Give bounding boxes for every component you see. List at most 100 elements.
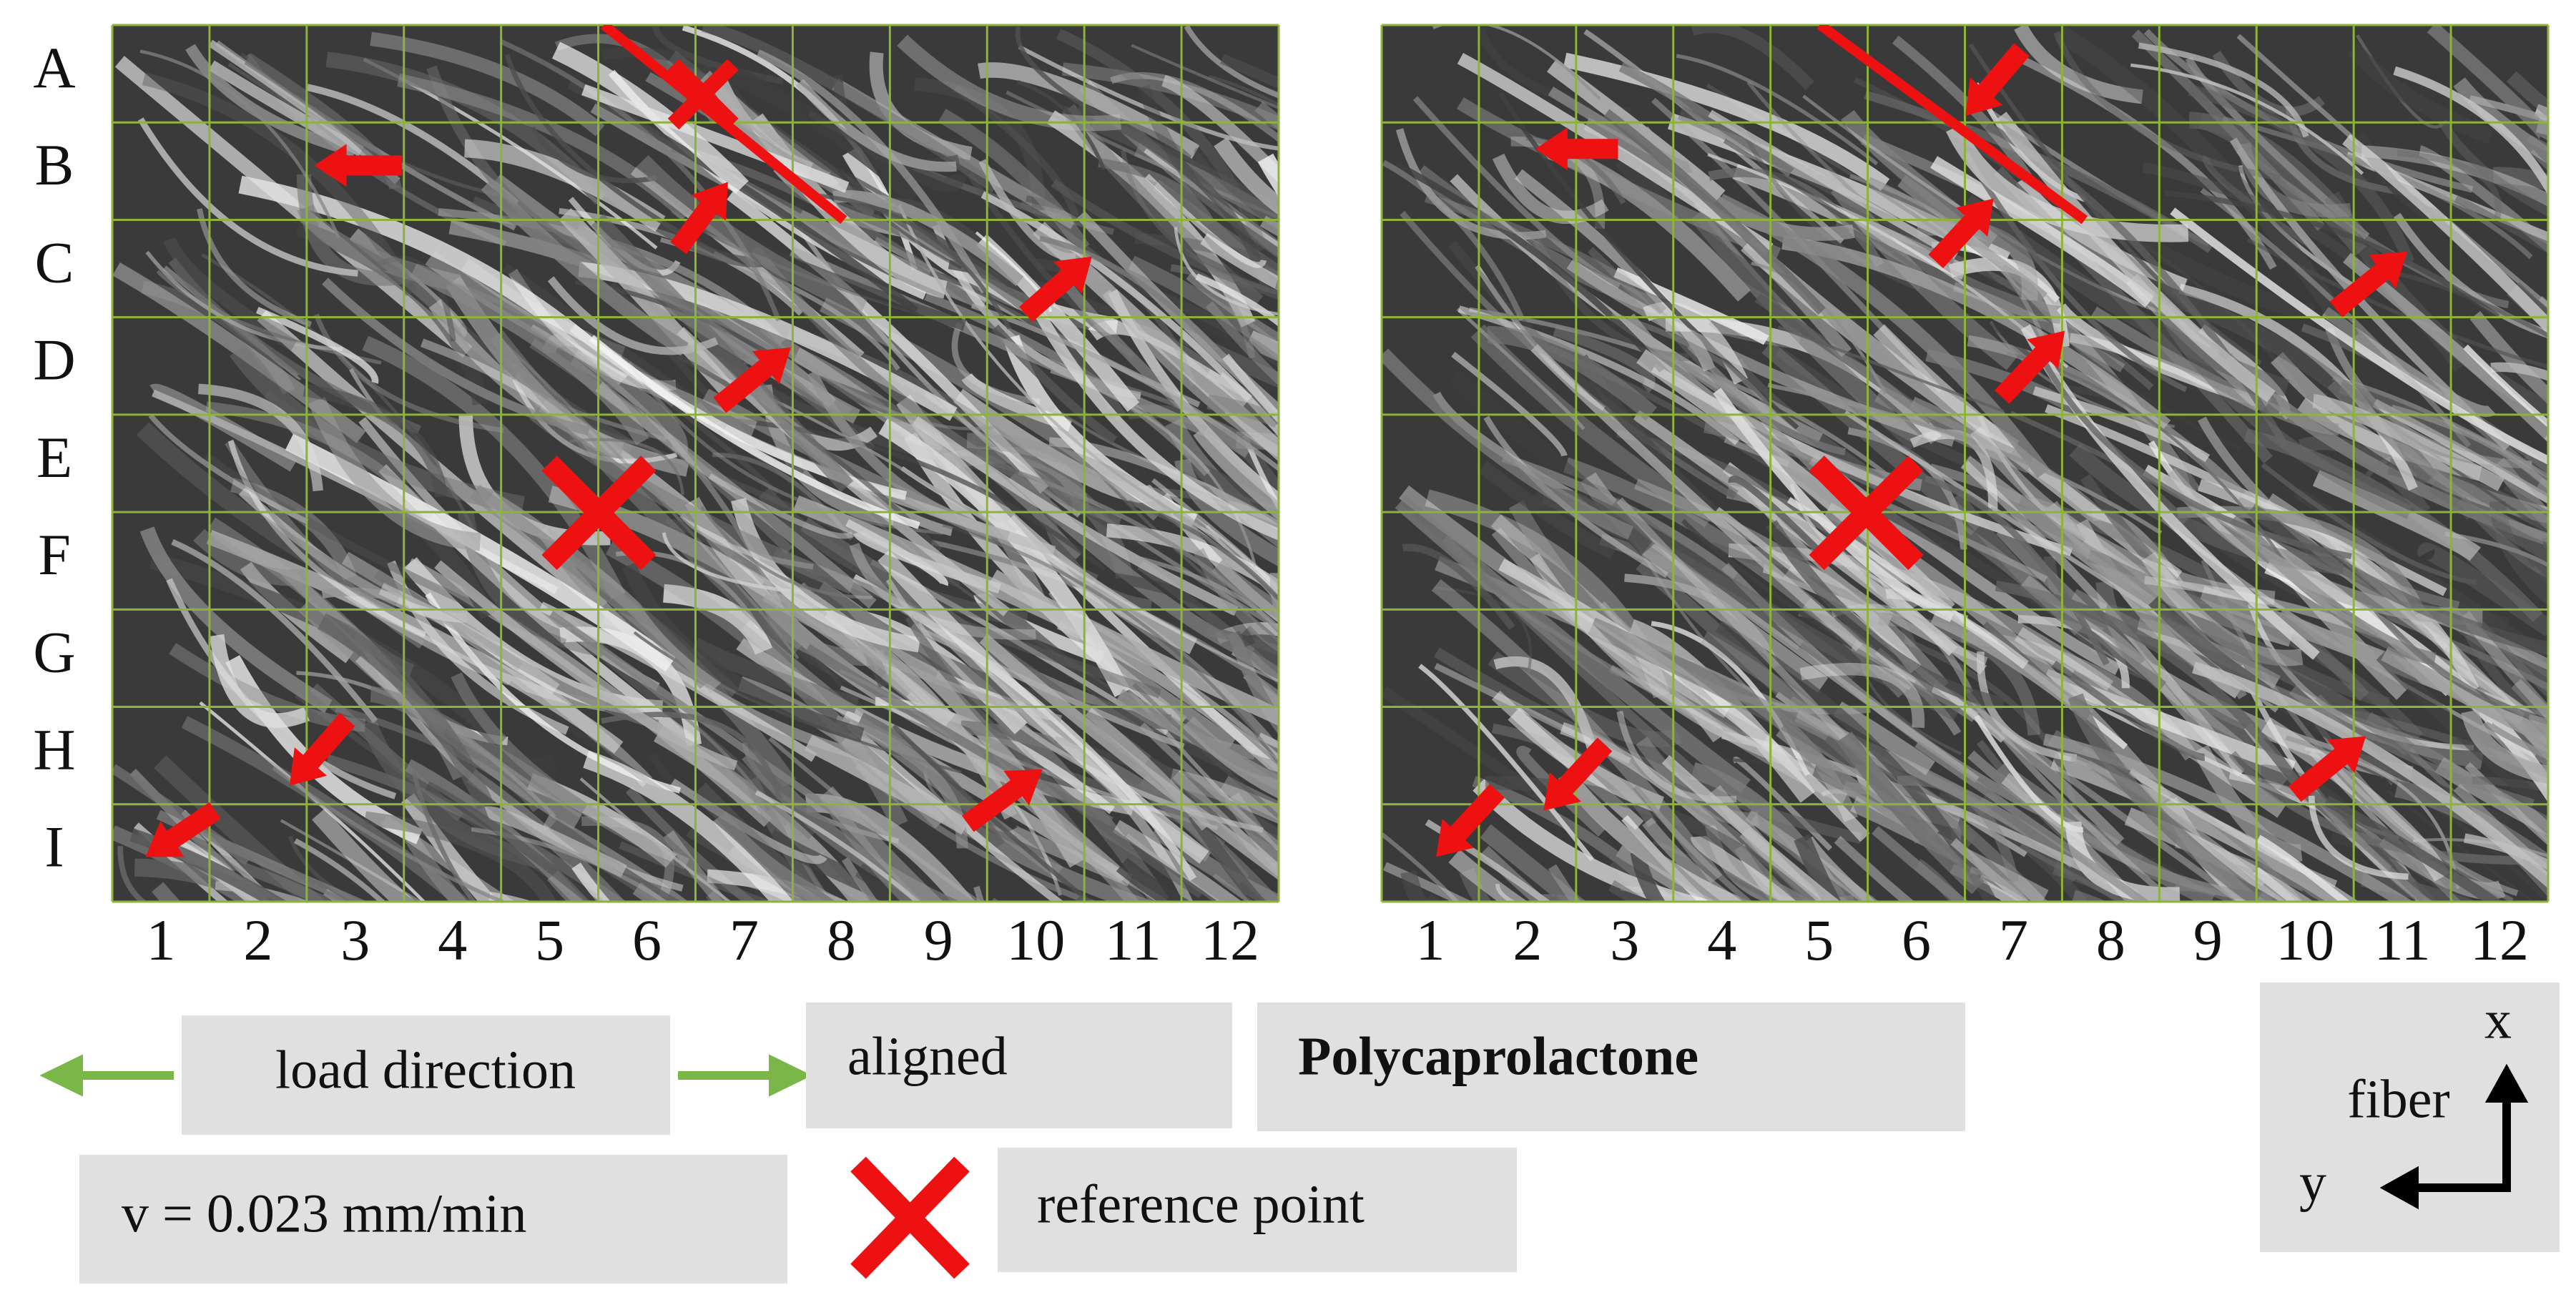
- fiber: [1603, 109, 1826, 315]
- fiber: [139, 49, 340, 239]
- fiber: [2000, 727, 2247, 902]
- fiber: [1231, 643, 1279, 683]
- fiber: [1382, 348, 1634, 540]
- fiber: [1053, 408, 1279, 511]
- fiber: [539, 601, 817, 762]
- fiber: [2321, 307, 2496, 418]
- fiber: [1382, 159, 1525, 322]
- fiber: [1621, 814, 1709, 902]
- fiber: [529, 407, 855, 594]
- fiber: [1488, 651, 1682, 748]
- fiber: [1485, 776, 1817, 902]
- fiber: [1205, 301, 1279, 386]
- fiber: [2381, 646, 2548, 748]
- fiber: [2312, 470, 2481, 561]
- fiber: [308, 396, 481, 551]
- fiber: [2463, 344, 2548, 428]
- fiber: [2530, 149, 2548, 172]
- fiber: [149, 383, 298, 472]
- fiber: [1974, 714, 2084, 833]
- fiber: [591, 213, 854, 493]
- fiber: [1174, 227, 1279, 316]
- fiber: [227, 440, 427, 638]
- fiber: [481, 179, 689, 356]
- axis-x-label: x: [2484, 990, 2512, 1050]
- fiber: [2052, 660, 2206, 761]
- fiber: [1642, 817, 1744, 902]
- row-label: E: [36, 425, 72, 490]
- fiber: [1161, 74, 1279, 184]
- column-label: 2: [1513, 907, 1542, 972]
- fiber: [692, 782, 835, 902]
- fiber: [1924, 475, 2110, 666]
- fiber: [181, 809, 277, 902]
- fiber: [1761, 340, 1982, 536]
- fiber: [581, 84, 850, 193]
- legend-alignment: aligned: [847, 1026, 1008, 1086]
- fiber: [206, 530, 624, 754]
- fiber: [2386, 789, 2535, 902]
- fiber: [1151, 822, 1279, 902]
- fiber: [1434, 663, 1631, 764]
- fiber: [1916, 219, 2038, 302]
- fiber: [1186, 271, 1279, 345]
- fiber: [1395, 495, 1751, 794]
- fiber: [362, 335, 626, 600]
- fiber: [1633, 784, 1754, 902]
- fiber: [1168, 693, 1279, 779]
- fiber: [1661, 754, 1841, 902]
- fiber: [1116, 857, 1191, 902]
- fiber: [1530, 343, 1863, 651]
- fiber: [707, 416, 1106, 572]
- column-label: 6: [1902, 907, 1931, 972]
- fiber: [2014, 25, 2143, 104]
- fiber: [1194, 144, 1279, 233]
- fiber: [1469, 307, 1899, 486]
- fiber: [1930, 156, 2155, 307]
- red-arrow: [1019, 256, 1092, 322]
- red-line: [1817, 25, 2088, 225]
- fiber: [1716, 193, 2050, 478]
- red-arrow: [314, 144, 403, 187]
- fiber: [1457, 52, 1774, 255]
- fiber: [1127, 500, 1279, 604]
- fiber: [1170, 264, 1256, 359]
- fiber: [619, 841, 773, 902]
- row-label: D: [33, 328, 75, 393]
- fiber: [2192, 661, 2548, 889]
- fiber: [451, 672, 689, 870]
- row-label: B: [35, 132, 74, 197]
- column-label: 4: [438, 907, 467, 972]
- fiber: [1837, 731, 1985, 895]
- fiber: [1457, 305, 1740, 445]
- fiber: [2376, 649, 2548, 822]
- fiber: [912, 415, 1239, 616]
- fiber: [2390, 270, 2548, 338]
- fiber: [2418, 145, 2548, 253]
- column-label: 5: [535, 907, 564, 972]
- fiber: [142, 72, 418, 297]
- fiber: [1132, 682, 1279, 820]
- fiber: [1128, 255, 1279, 361]
- legend-load-direction: load direction: [275, 1040, 576, 1100]
- fiber: [2261, 463, 2477, 586]
- fiber: [1728, 476, 1829, 561]
- fiber: [1723, 138, 2059, 381]
- fiber: [272, 766, 508, 902]
- column-label: 8: [827, 907, 856, 972]
- fiber: [244, 53, 402, 190]
- fiber: [197, 208, 313, 328]
- fiber: [662, 583, 773, 655]
- fiber: [112, 764, 252, 865]
- fiber: [2427, 25, 2548, 142]
- fiber: [1434, 586, 1533, 673]
- fiber: [2370, 604, 2548, 725]
- fiber: [2108, 220, 2316, 321]
- fiber: [2080, 473, 2390, 709]
- fiber: [1558, 769, 1752, 902]
- fiber: [1766, 520, 2005, 710]
- fiber: [280, 819, 423, 902]
- fiber: [198, 383, 323, 491]
- fiber: [1193, 426, 1279, 521]
- fiber: [1914, 740, 2150, 902]
